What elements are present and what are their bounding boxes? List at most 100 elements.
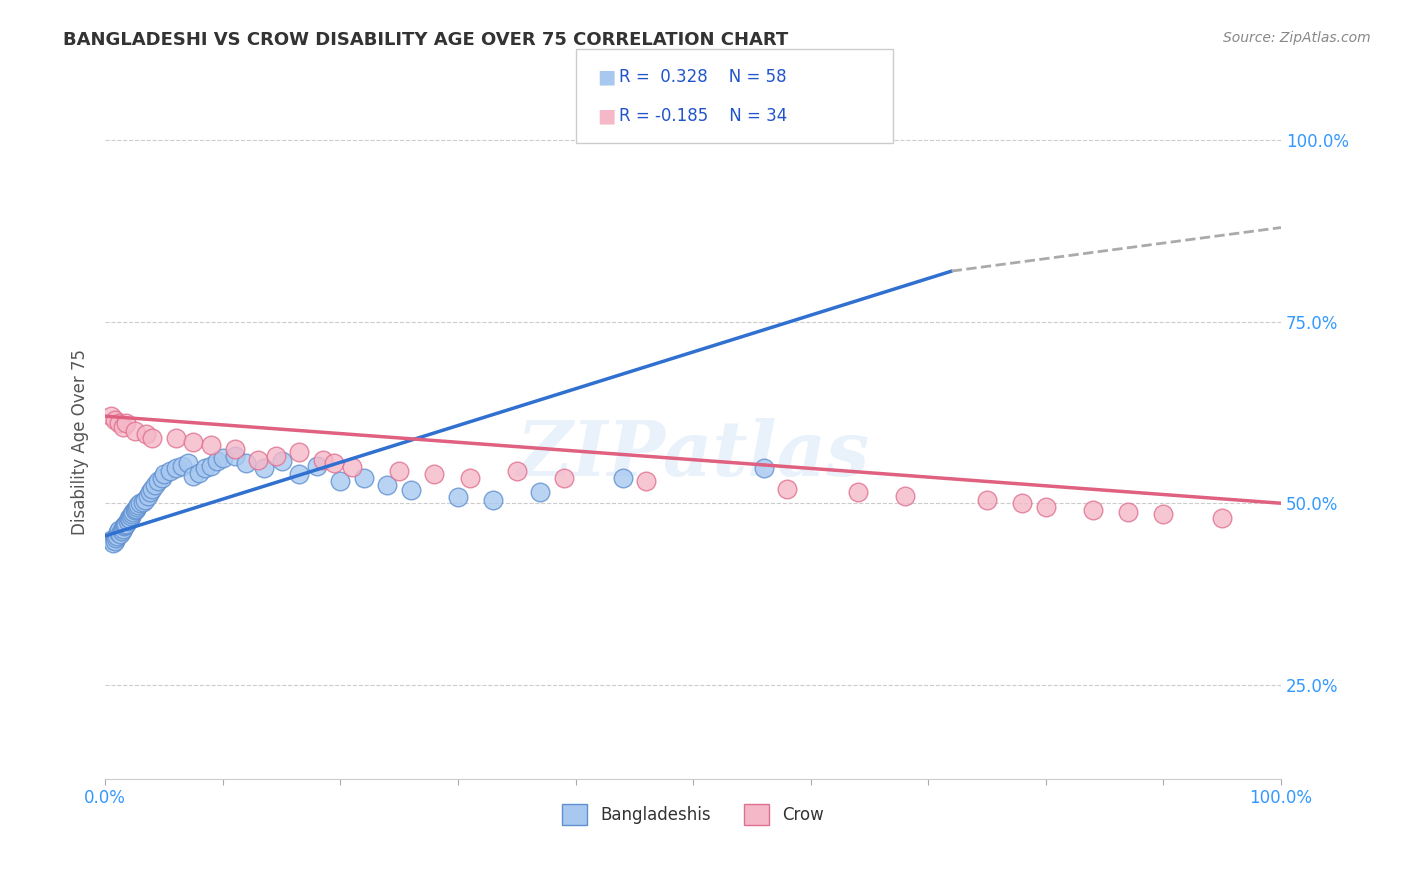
Point — [170, 458, 193, 473]
Point — [529, 485, 551, 500]
Point — [447, 491, 470, 505]
Point — [141, 431, 163, 445]
Point — [129, 496, 152, 510]
Point — [104, 413, 127, 427]
Point — [423, 467, 446, 482]
Point — [115, 417, 138, 431]
Point — [111, 522, 134, 536]
Point — [553, 471, 575, 485]
Point — [135, 427, 157, 442]
Point — [312, 452, 335, 467]
Point — [132, 495, 155, 509]
Point — [136, 489, 159, 503]
Point — [108, 523, 131, 537]
Point — [112, 519, 135, 533]
Point — [340, 459, 363, 474]
Point — [153, 467, 176, 482]
Text: Source: ZipAtlas.com: Source: ZipAtlas.com — [1223, 31, 1371, 45]
Point — [323, 456, 346, 470]
Point — [211, 451, 233, 466]
Point — [247, 452, 270, 467]
Point — [124, 424, 146, 438]
Point — [388, 464, 411, 478]
Point — [165, 461, 187, 475]
Point — [288, 467, 311, 482]
Point — [125, 500, 148, 514]
Point — [115, 516, 138, 531]
Point — [110, 526, 132, 541]
Point — [224, 442, 246, 456]
Point — [103, 536, 125, 550]
Point — [634, 475, 657, 489]
Point — [270, 454, 292, 468]
Point — [224, 449, 246, 463]
Point — [141, 482, 163, 496]
Point — [1035, 500, 1057, 514]
Point — [200, 458, 222, 473]
Point — [976, 492, 998, 507]
Point — [305, 458, 328, 473]
Point — [235, 456, 257, 470]
Point — [104, 531, 127, 545]
Point — [1081, 503, 1104, 517]
Point — [100, 533, 122, 547]
Point — [752, 461, 775, 475]
Point — [127, 498, 149, 512]
Point — [150, 471, 173, 485]
Point — [377, 478, 399, 492]
Point — [183, 468, 205, 483]
Point — [124, 503, 146, 517]
Point — [183, 434, 205, 449]
Text: ■: ■ — [598, 107, 616, 126]
Text: ■: ■ — [598, 68, 616, 87]
Point — [205, 454, 228, 468]
Point — [612, 471, 634, 485]
Point — [143, 478, 166, 492]
Point — [111, 524, 134, 538]
Point — [159, 464, 181, 478]
Point — [118, 512, 141, 526]
Text: BANGLADESHI VS CROW DISABILITY AGE OVER 75 CORRELATION CHART: BANGLADESHI VS CROW DISABILITY AGE OVER … — [63, 31, 789, 49]
Point — [120, 509, 142, 524]
Point — [399, 483, 422, 498]
Point — [482, 492, 505, 507]
Point — [846, 485, 869, 500]
Point — [111, 420, 134, 434]
Point — [121, 507, 143, 521]
Point — [776, 482, 799, 496]
Point — [104, 533, 127, 548]
Point — [200, 438, 222, 452]
Point — [108, 417, 131, 431]
Point — [100, 409, 122, 424]
Text: R =  0.328    N = 58: R = 0.328 N = 58 — [619, 69, 786, 87]
Point — [329, 475, 352, 489]
Point — [458, 471, 481, 485]
Point — [118, 510, 141, 524]
Text: R = -0.185    N = 34: R = -0.185 N = 34 — [619, 107, 787, 125]
Point — [264, 449, 287, 463]
Point — [353, 471, 375, 485]
Point — [288, 445, 311, 459]
Point — [176, 456, 198, 470]
Point — [1211, 510, 1233, 524]
Point — [506, 464, 529, 478]
Point — [122, 505, 145, 519]
Point — [1011, 496, 1033, 510]
Point — [105, 529, 128, 543]
Point — [107, 525, 129, 540]
Point — [253, 461, 276, 475]
Point — [188, 466, 211, 480]
Point — [165, 431, 187, 445]
Point — [1152, 507, 1174, 521]
Point — [893, 489, 915, 503]
Point — [1116, 505, 1139, 519]
Legend: Bangladeshis, Crow: Bangladeshis, Crow — [555, 797, 831, 831]
Point — [125, 502, 148, 516]
Point — [194, 461, 217, 475]
Point — [146, 475, 169, 489]
Point — [139, 485, 162, 500]
Point — [134, 492, 156, 507]
Text: ZIPatlas: ZIPatlas — [516, 418, 870, 492]
Point — [117, 514, 139, 528]
Y-axis label: Disability Age Over 75: Disability Age Over 75 — [72, 349, 89, 534]
